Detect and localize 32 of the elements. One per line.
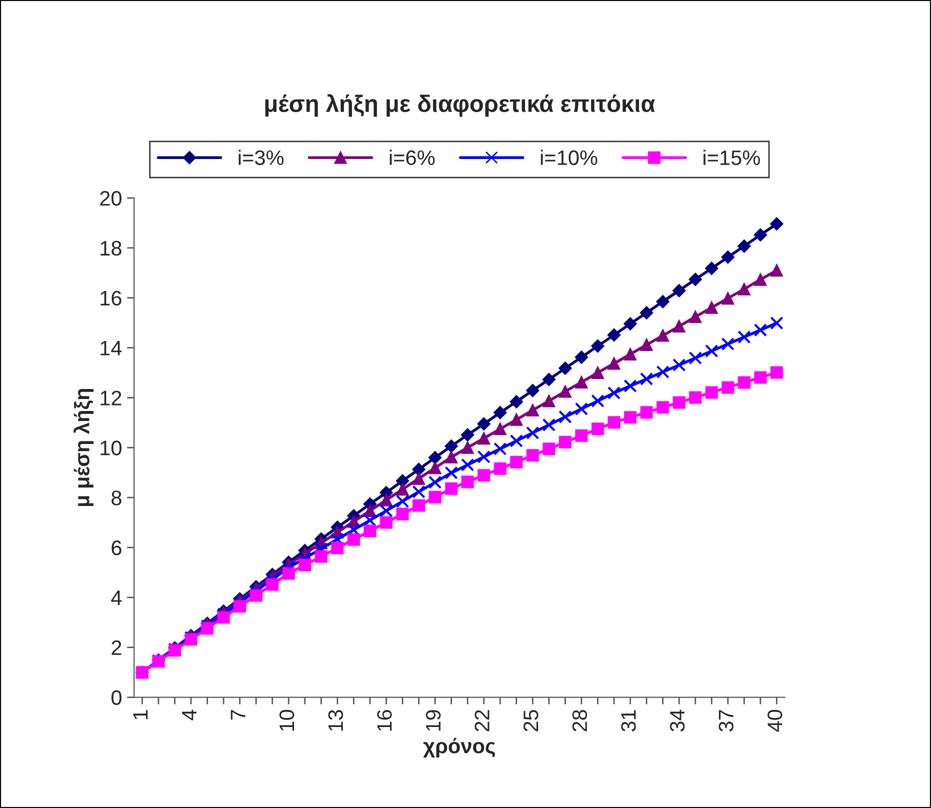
x-tick-label: 16: [377, 710, 392, 731]
x-tick-label: 10: [279, 710, 294, 731]
legend-label: i=15%: [704, 150, 760, 166]
x-tick-label: 7: [230, 710, 246, 720]
x-tick-label: 28: [572, 710, 588, 732]
legend-label: i=10%: [540, 150, 598, 166]
y-tick-label: 18: [100, 240, 122, 256]
y-tick-label: 2: [112, 640, 122, 655]
x-tick-label: 34: [670, 710, 685, 732]
legend-label: i=3%: [238, 150, 284, 166]
chart-title: μέση λήξη με διαφορετικά επιτόκια: [265, 94, 656, 117]
x-tick-label: 25: [524, 710, 538, 732]
y-tick-label: 14: [100, 340, 122, 356]
x-tick-label: 37: [718, 710, 734, 732]
y-tick-label: 6: [112, 540, 122, 556]
y-tick-label: 0: [111, 690, 122, 706]
x-tick-label: 40: [768, 710, 782, 732]
y-tick-label: 12: [100, 390, 122, 406]
y-axis-title: μ μέση λήξη: [74, 389, 94, 506]
legend-label: i=6%: [390, 150, 435, 166]
y-tick-label: 4: [111, 590, 122, 605]
x-axis-title: χρόνος: [423, 738, 496, 758]
y-tick-label: 10: [100, 440, 122, 456]
x-tick-label: 22: [474, 710, 490, 732]
y-tick-label: 20: [100, 190, 122, 206]
x-tick-label: 31: [621, 710, 636, 732]
x-tick-label: 4: [182, 710, 196, 720]
x-tick-label: 19: [426, 710, 441, 731]
x-tick-label: 13: [328, 710, 344, 731]
y-tick-label: 8: [112, 490, 122, 506]
y-tick-label: 16: [100, 290, 122, 306]
x-tick-label: 1: [133, 710, 148, 720]
